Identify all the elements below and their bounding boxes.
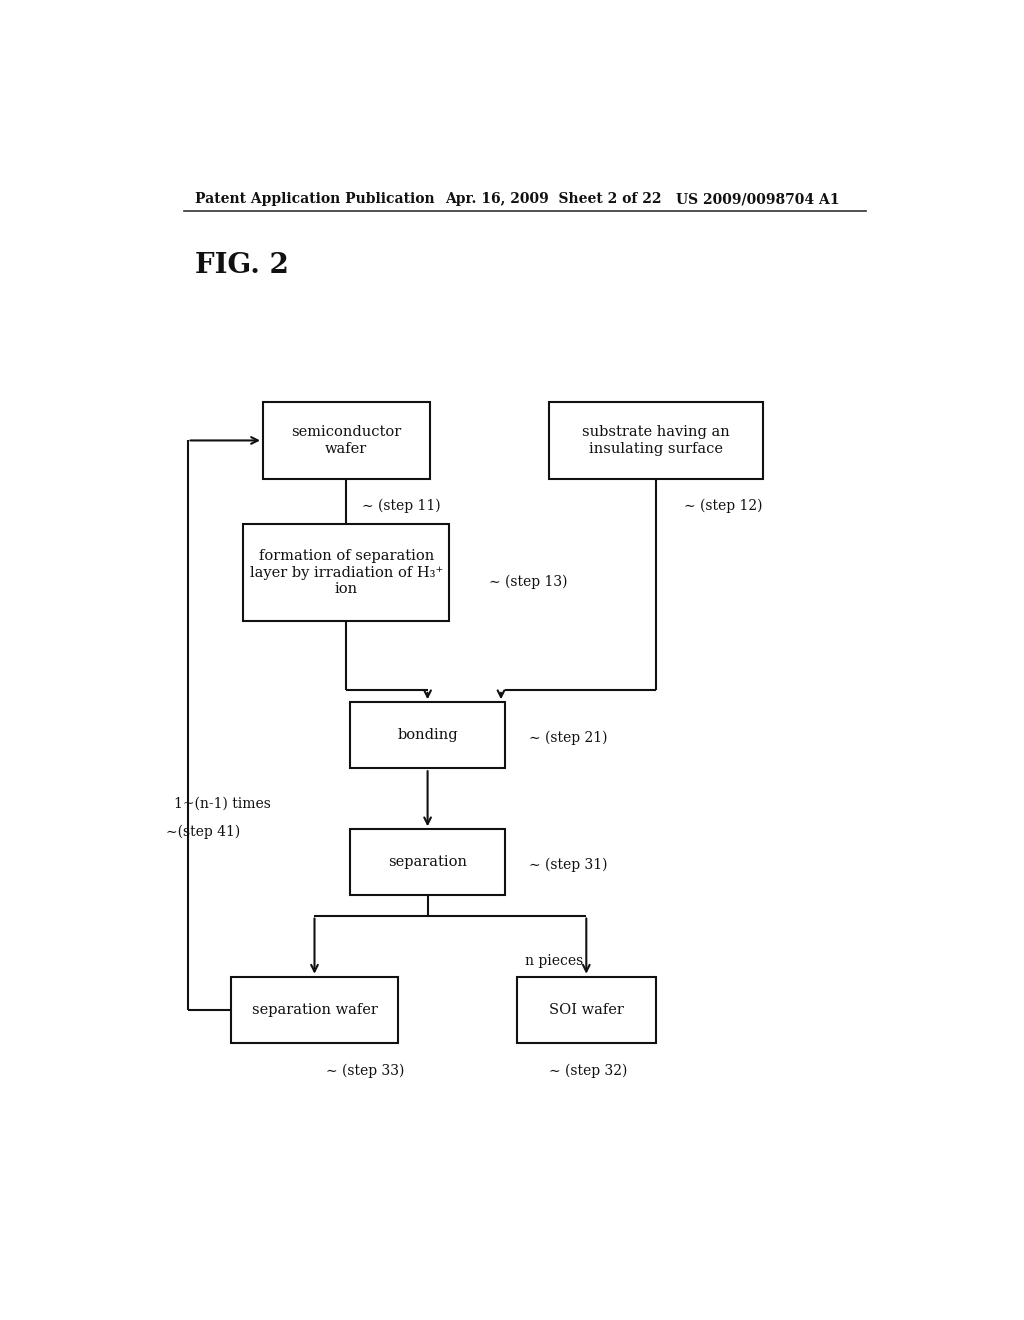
Text: substrate having an
insulating surface: substrate having an insulating surface bbox=[582, 425, 730, 455]
Text: US 2009/0098704 A1: US 2009/0098704 A1 bbox=[676, 191, 839, 206]
Text: ∼ (step 13): ∼ (step 13) bbox=[489, 576, 567, 590]
Text: ∼ (step 12): ∼ (step 12) bbox=[684, 499, 762, 513]
Text: ∼ (step 32): ∼ (step 32) bbox=[549, 1064, 627, 1078]
Text: FIG. 2: FIG. 2 bbox=[196, 252, 290, 279]
Bar bbox=[350, 702, 505, 768]
Text: 1~(n-1) times: 1~(n-1) times bbox=[174, 797, 271, 810]
Bar bbox=[549, 403, 763, 479]
Text: ∼ (step 33): ∼ (step 33) bbox=[327, 1064, 404, 1078]
Text: SOI wafer: SOI wafer bbox=[549, 1003, 624, 1016]
Text: ∼ (step 21): ∼ (step 21) bbox=[528, 730, 607, 744]
Text: ∼ (step 31): ∼ (step 31) bbox=[528, 858, 607, 873]
Text: ∼(step 41): ∼(step 41) bbox=[166, 825, 241, 840]
Bar bbox=[243, 524, 450, 620]
Text: formation of separation
layer by irradiation of H₃⁺
ion: formation of separation layer by irradia… bbox=[250, 549, 442, 595]
Text: Apr. 16, 2009  Sheet 2 of 22: Apr. 16, 2009 Sheet 2 of 22 bbox=[445, 191, 662, 206]
Bar bbox=[517, 977, 655, 1043]
Text: n pieces: n pieces bbox=[524, 954, 583, 969]
Bar bbox=[350, 829, 505, 895]
Text: semiconductor
wafer: semiconductor wafer bbox=[291, 425, 401, 455]
Text: ∼ (step 11): ∼ (step 11) bbox=[362, 499, 440, 513]
Bar bbox=[231, 977, 397, 1043]
Bar bbox=[263, 403, 430, 479]
Text: bonding: bonding bbox=[397, 729, 458, 742]
Text: separation wafer: separation wafer bbox=[252, 1003, 378, 1016]
Text: Patent Application Publication: Patent Application Publication bbox=[196, 191, 435, 206]
Text: separation: separation bbox=[388, 855, 467, 870]
